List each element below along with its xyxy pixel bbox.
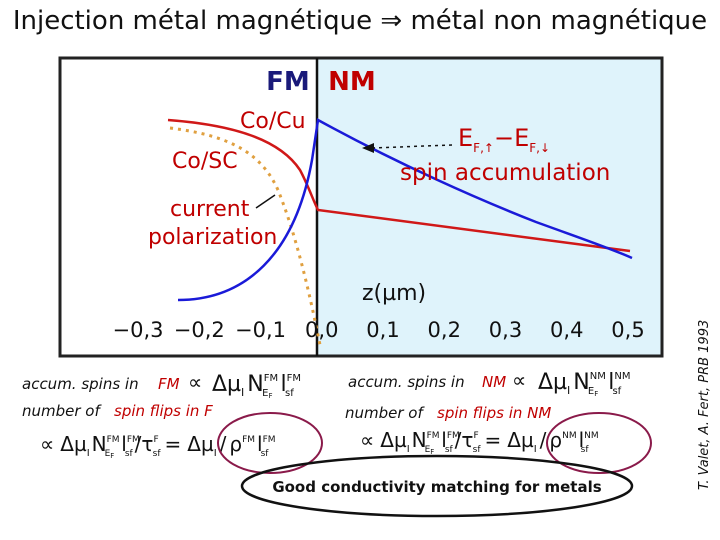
x-tick-label: 0,2 [428, 318, 461, 342]
ef-label: EF,↑−EF,↓ [458, 124, 550, 155]
x-tick-labels: −0,3 −0,2 −0,1 0,0 0,1 0,2 0,3 0,4 0,5 [113, 318, 645, 342]
fm-highlight-ellipse [217, 412, 323, 474]
nm-flips-formula: ∝ ΔµI NFM EF lFM sf/τF sf = ΔµI / ρNM lNM sf [360, 428, 599, 456]
x-tick-label: 0,5 [611, 318, 644, 342]
nm-accum-word: NM [482, 373, 506, 391]
current-pointer [255, 194, 276, 209]
current-label: current [170, 197, 250, 222]
fm-flips-formula: ∝ ΔµI NFM EF lFM sf/τF sf = ΔµI / ρFM lFM sf [40, 432, 276, 460]
co-sc-curve [169, 126, 322, 346]
nm-prop-symbol: ∝ [512, 368, 526, 392]
fm-flips-line: number of spin flips in F [22, 402, 213, 420]
fm-flips-word: spin flips in F [114, 402, 213, 420]
x-tick-label: 0,0 [305, 318, 338, 342]
polarization-label: polarization [148, 225, 277, 250]
ef-pointer-head [362, 143, 374, 153]
z-axis-label: z(µm) [362, 281, 426, 306]
x-tick-label: 0,1 [366, 318, 399, 342]
nm-flips-word: spin flips in NM [437, 404, 551, 422]
credit-text: T. Valet, A. Fert, PRB 1993 [697, 320, 712, 490]
nm-region [317, 58, 662, 356]
conclusion-text: Good conductivity matching for metals [272, 478, 601, 496]
fm-region [60, 58, 317, 356]
x-tick-label: −0,2 [174, 318, 225, 342]
slide-title: Injection métal magnétique ⇒ métal non m… [12, 6, 708, 36]
nm-accum-text: accum. spins in [348, 373, 465, 391]
x-tick-label: −0,1 [235, 318, 286, 342]
nm-flips-text: number of [345, 404, 425, 422]
nm-accum-line: accum. spins in NM ∝ ΔµI NNM EF lNM sf [348, 368, 630, 398]
x-tick-label: 0,3 [489, 318, 522, 342]
x-tick-label: −0,3 [113, 318, 164, 342]
fm-accum-formula: ΔµI NFM EF lFM sf [212, 372, 301, 400]
nm-highlight-ellipse [546, 412, 652, 474]
chart-frame [58, 56, 664, 358]
x-tick-label: 0,4 [550, 318, 583, 342]
co-cu-curve [167, 118, 631, 253]
nm-accum-formula: ΔµI NNM EF lNM sf [538, 370, 630, 398]
fm-label: FM [266, 67, 310, 97]
co-sc-label: Co/SC [172, 149, 238, 174]
fm-flips-text: number of [22, 402, 102, 420]
fm-accum-word: FM [158, 375, 180, 393]
spin-accumulation-label: spin accumulation [400, 160, 610, 186]
nm-flips-line: number of spin flips in NM [345, 404, 551, 422]
co-cu-label: Co/Cu [240, 109, 306, 134]
spin-accumulation-curve [177, 118, 633, 302]
conclusion-ellipse [240, 454, 634, 518]
fm-accum-line: accum. spins in FM ∝ ΔµI NFM EF lFM sf [22, 370, 301, 400]
fm-prop-symbol: ∝ [188, 370, 202, 394]
fm-accum-text: accum. spins in [22, 375, 139, 393]
nm-label: NM [328, 67, 376, 97]
